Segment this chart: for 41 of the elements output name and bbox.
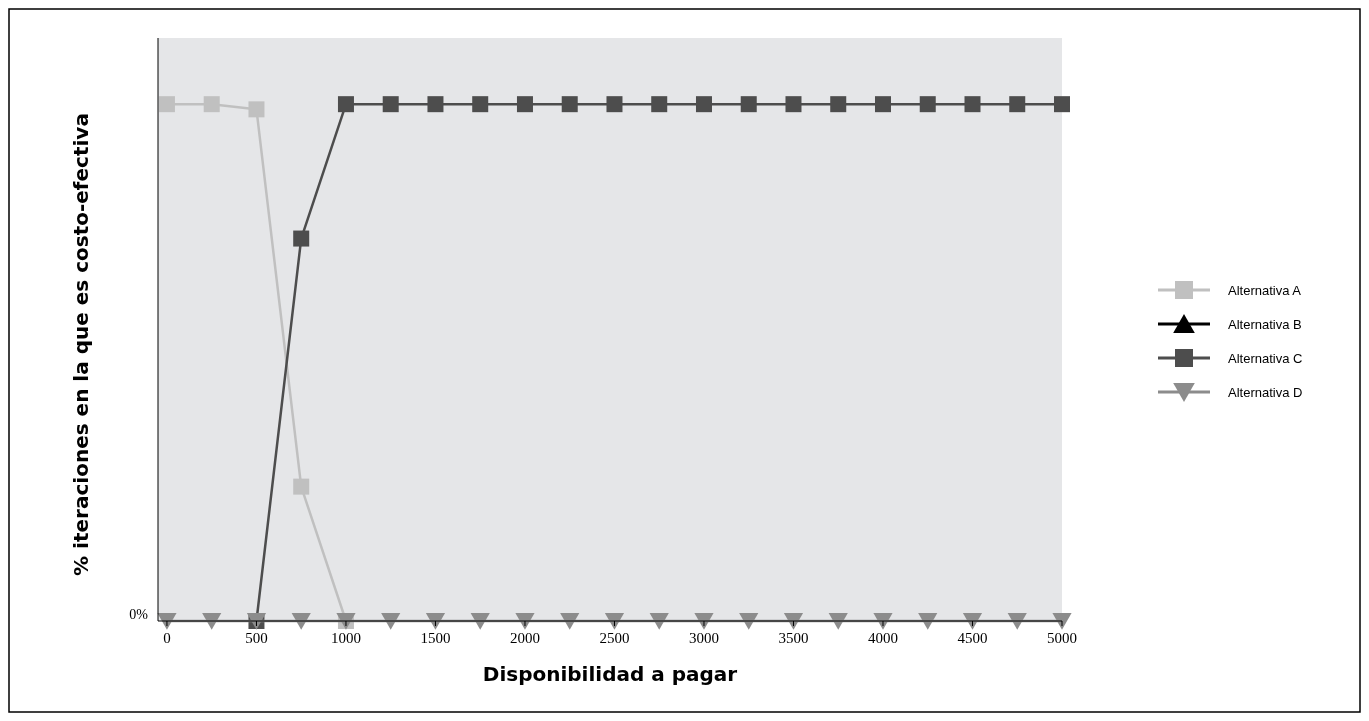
legend-label: Alternativa A <box>1228 283 1302 298</box>
x-tick-label: 500 <box>245 630 268 646</box>
text: 0% <box>129 607 149 622</box>
x-tick-label: 1000 <box>330 630 361 646</box>
point <box>561 96 578 113</box>
point <box>427 96 444 113</box>
point <box>651 96 668 113</box>
point <box>964 96 981 113</box>
legend-label: Alternativa B <box>1228 317 1302 332</box>
point <box>203 96 220 113</box>
x-tick-label: 3500 <box>778 630 809 646</box>
point <box>740 96 757 113</box>
x-tick-label: 3000 <box>688 630 719 646</box>
point <box>830 96 847 113</box>
x-tick-label: 2500 <box>599 630 630 646</box>
y-axis-title: % iteraciones en la que es costo-efectiva <box>69 113 93 576</box>
x-tick-label: 4000 <box>867 630 898 646</box>
point <box>1009 96 1026 113</box>
point <box>248 101 265 118</box>
point <box>1054 96 1070 113</box>
point <box>472 96 489 113</box>
point <box>695 96 712 113</box>
x-tick-label: 4500 <box>957 630 988 646</box>
point <box>337 96 354 113</box>
x-tick-label: 0 <box>163 630 171 646</box>
legend-label: Alternativa C <box>1228 351 1303 366</box>
x-tick-label: 2000 <box>509 630 540 646</box>
x-axis-title: Disponibilidad a pagar <box>482 662 738 686</box>
point <box>874 96 891 113</box>
point <box>785 96 802 113</box>
point <box>919 96 936 113</box>
point <box>1052 613 1072 630</box>
point <box>606 96 623 113</box>
point <box>158 96 175 113</box>
legend-label: Alternativa D <box>1228 385 1303 400</box>
point <box>516 96 533 113</box>
point <box>293 478 310 495</box>
x-tick-label: 5000 <box>1047 630 1077 646</box>
point <box>382 96 399 113</box>
point <box>293 230 310 247</box>
x-tick-label: 1500 <box>420 630 451 646</box>
